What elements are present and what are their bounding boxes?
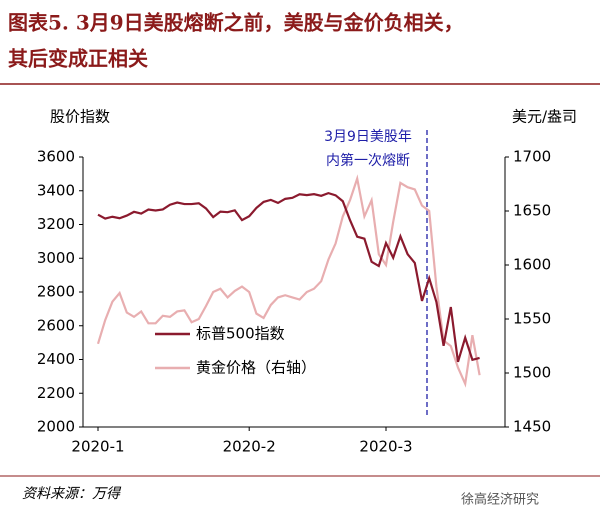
legend-label: 黄金价格（右轴） — [196, 359, 316, 377]
y2-tick-label: 1550 — [513, 310, 551, 328]
source: 资料来源：万得 — [22, 486, 122, 502]
series-line — [97, 191, 480, 363]
y-tick-label: 3000 — [37, 249, 75, 267]
annotation: 内第一次熔断 — [326, 152, 410, 169]
y-tick-label: 2600 — [37, 316, 75, 334]
y-tick-label: 2000 — [37, 418, 75, 436]
chart-title: 图表5. 3月9日美股熔断之前，美股与金价负相关， — [8, 11, 464, 35]
y2-tick-label: 1500 — [513, 364, 551, 382]
y-tick-label: 2400 — [37, 350, 75, 368]
y-axis-label: 股价指数 — [50, 108, 110, 126]
y2-tick-label: 1600 — [513, 256, 551, 274]
x-tick-label: 2020-3 — [359, 438, 412, 456]
y2-axis-label: 美元/盎司 — [512, 108, 577, 126]
y2-tick-label: 1650 — [513, 202, 551, 220]
watermark: 徐高经济研究 — [461, 492, 539, 508]
y-tick-label: 3400 — [37, 181, 75, 199]
x-tick-label: 2020-2 — [223, 438, 276, 456]
legend-label: 标普500指数 — [196, 325, 285, 343]
annotation: 3月9日美股年 — [324, 129, 412, 145]
chart-title: 其后变成正相关 — [8, 47, 148, 71]
y-tick-label: 3200 — [37, 215, 75, 233]
y2-tick-label: 1450 — [513, 418, 551, 436]
y2-tick-label: 1700 — [513, 148, 551, 166]
x-tick-label: 2020-1 — [71, 438, 124, 456]
y-tick-label: 2200 — [37, 384, 75, 402]
series-line — [96, 174, 481, 388]
y-tick-label: 2800 — [37, 283, 75, 301]
y-tick-label: 3600 — [37, 148, 75, 166]
